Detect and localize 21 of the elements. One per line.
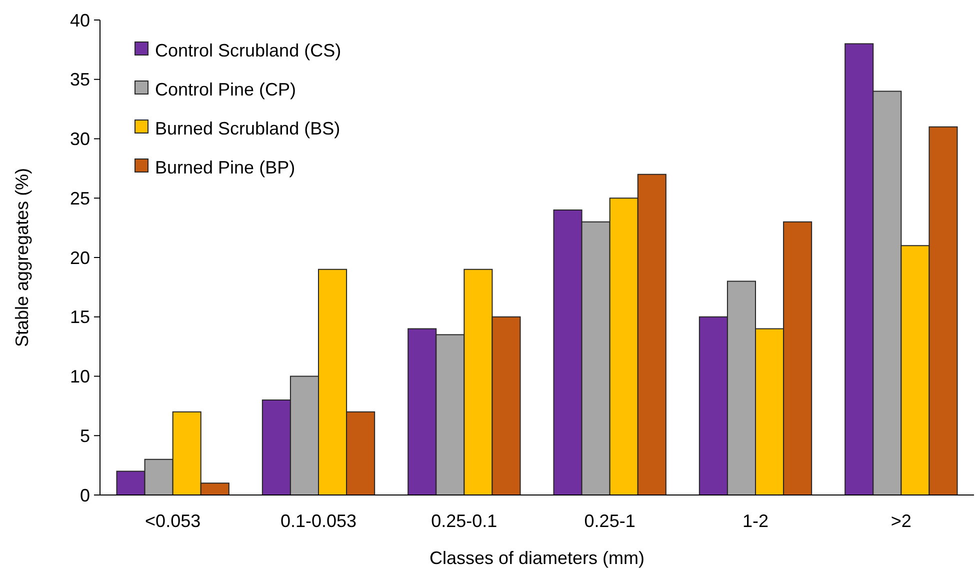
x-tick-label: 0.25-1 (584, 511, 636, 531)
x-tick-label: >2 (890, 511, 912, 531)
y-tick-label: 35 (70, 70, 90, 90)
legend-label: Burned Scrubland (BS) (155, 118, 340, 138)
y-axis-title: Stable aggregates (%) (12, 168, 32, 348)
legend-label: Burned Pine (BP) (155, 157, 296, 178)
y-tick-label: 15 (70, 307, 90, 328)
y-tick-label: 10 (70, 366, 90, 387)
x-tick-label: <0.053 (145, 511, 201, 531)
x-tick-label: 0.1-0.053 (280, 511, 357, 531)
x-axis-title: Classes of diameters (mm) (429, 548, 645, 568)
y-tick-label: 30 (70, 129, 90, 150)
y-tick-label: 0 (80, 485, 90, 506)
legend-label: Control Pine (CP) (155, 79, 296, 100)
y-tick-label: 40 (70, 10, 90, 30)
legend-label: Control Scrubland (CS) (155, 40, 342, 60)
y-tick-label: 5 (80, 426, 90, 446)
y-tick-label: 25 (70, 188, 90, 208)
x-tick-label: 0.25-0.1 (431, 511, 498, 531)
x-tick-label: 1-2 (742, 511, 769, 531)
y-tick-label: 20 (70, 248, 90, 268)
